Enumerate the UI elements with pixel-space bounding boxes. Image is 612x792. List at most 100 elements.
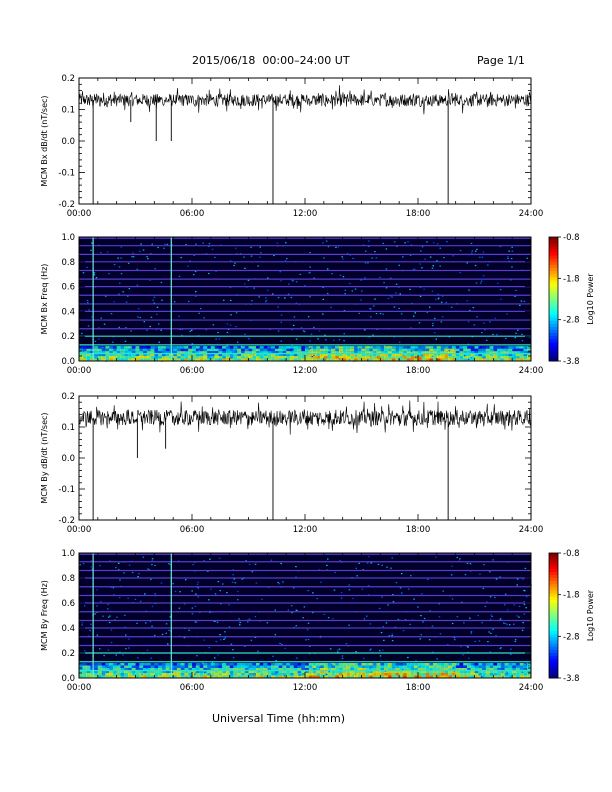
spectrogram-speckle [359, 349, 361, 351]
spectrogram-cell [176, 663, 182, 666]
spectrogram-speckle [429, 610, 431, 612]
spectrogram-speckle [521, 671, 524, 673]
spectrogram-cell [116, 356, 121, 359]
spectrogram-cell [97, 670, 102, 673]
spectrogram-cell [241, 348, 246, 352]
spectrogram-cell [158, 356, 163, 359]
spectrogram-cell [97, 675, 102, 678]
spectrogram-speckle [107, 665, 109, 667]
spectrogram-cell [297, 346, 302, 349]
spectrogram-speckle [160, 329, 162, 331]
spectrogram-cell [474, 663, 479, 666]
spectrogram-cell [523, 665, 528, 668]
spectrogram-cell [143, 668, 148, 671]
spectrogram-cell [248, 346, 253, 349]
spectrogram-speckle [400, 313, 403, 315]
spectrogram-speckle [194, 621, 197, 623]
spectrogram-cell [176, 668, 182, 671]
spectrogram-cell [124, 675, 129, 678]
spectrogram-cell [293, 358, 298, 361]
spectrogram-cell [82, 673, 87, 676]
spectrogram-cell [440, 673, 445, 676]
dbdt-trace [78, 85, 532, 115]
spectrogram-cell [376, 348, 381, 352]
spectrogram-cell [500, 665, 506, 668]
spectrogram-cell [214, 346, 219, 349]
spectrogram-cell [184, 348, 189, 352]
spectrogram-speckle [342, 258, 344, 260]
spectrogram-cell [493, 670, 498, 673]
spectrogram-speckle [510, 653, 512, 655]
colorbar-segment [549, 659, 558, 663]
spectrogram-cell [354, 665, 359, 668]
colorbar-segment [549, 292, 558, 297]
spectrogram-cell [241, 358, 246, 361]
spectrogram-cell [173, 353, 178, 357]
spectrogram-cell [154, 675, 159, 678]
spectrogram-cell [425, 665, 430, 668]
spectrogram-cell [455, 665, 460, 668]
spectrogram-cell [267, 356, 272, 359]
spectrogram-cell [384, 353, 389, 357]
colorbar-segment [549, 342, 558, 346]
spectrogram-cell [271, 675, 276, 678]
spectrogram-cell [410, 673, 415, 676]
spectrogram-cell [433, 348, 438, 352]
spectrogram-cell [90, 663, 95, 666]
spectrogram-cell [289, 668, 295, 671]
spectrogram-cell [478, 663, 483, 666]
spectrogram-cell [365, 675, 370, 678]
spectrogram-speckle [322, 286, 324, 289]
spectrogram-cell [308, 346, 313, 349]
spectrogram-speckle [471, 250, 474, 252]
spectrogram-cell [459, 663, 464, 666]
spectrogram-cell [376, 358, 381, 361]
spectrogram-cell [444, 353, 449, 357]
spectrogram-cell [207, 348, 212, 352]
spectrogram-speckle [500, 647, 502, 649]
spectrogram-speckle [102, 615, 104, 617]
spectrogram-cell [207, 353, 212, 357]
spectrogram-speckle [165, 623, 168, 625]
spectrogram-speckle [218, 338, 221, 340]
spectrogram-cell [139, 348, 144, 352]
spectrogram-cell [199, 346, 204, 349]
spectrogram-cell [180, 670, 185, 673]
spectrogram-cell [82, 356, 87, 359]
spectrogram-speckle [259, 664, 261, 666]
spectrogram-cell [357, 665, 362, 668]
spectrogram-speckle [423, 288, 425, 290]
spectrogram-cell [308, 668, 313, 671]
spectrogram-cell [399, 665, 404, 668]
spectrogram-cell [161, 346, 167, 349]
spectrogram-cell [335, 673, 340, 676]
spectrogram-cell [233, 670, 238, 673]
spectrogram-speckle [431, 651, 434, 653]
spectrogram-cell [203, 675, 208, 678]
x-tick-label: 12:00 [293, 525, 318, 535]
spectrogram-cell [470, 673, 475, 676]
spectrogram-speckle [361, 290, 363, 292]
spectrogram-speckle [134, 598, 137, 600]
spectrogram-cell [459, 356, 464, 359]
spectrogram-speckle [79, 564, 81, 566]
spectrogram-cell [210, 668, 215, 671]
spectrogram-speckle [324, 334, 326, 336]
colorbar-segment [549, 252, 558, 257]
spectrogram-cell [467, 348, 472, 352]
spectrogram-cell [278, 348, 283, 352]
spectrogram-cell [391, 670, 396, 673]
spectrogram-cell [237, 353, 242, 357]
spectrogram-speckle [525, 607, 527, 609]
spectrogram-cell [267, 351, 272, 354]
spectrogram-cell [161, 353, 167, 357]
spectrogram-speckle [385, 248, 388, 250]
spectrogram-cell [143, 675, 148, 678]
spectrogram-speckle [90, 249, 92, 251]
spectrogram-speckle [251, 300, 253, 302]
spectrogram-cell [402, 351, 408, 354]
spectrogram-cell [214, 358, 219, 361]
spectrogram-cell [470, 353, 475, 357]
spectrogram-cell [143, 346, 148, 349]
spectrogram-speckle [154, 593, 156, 595]
